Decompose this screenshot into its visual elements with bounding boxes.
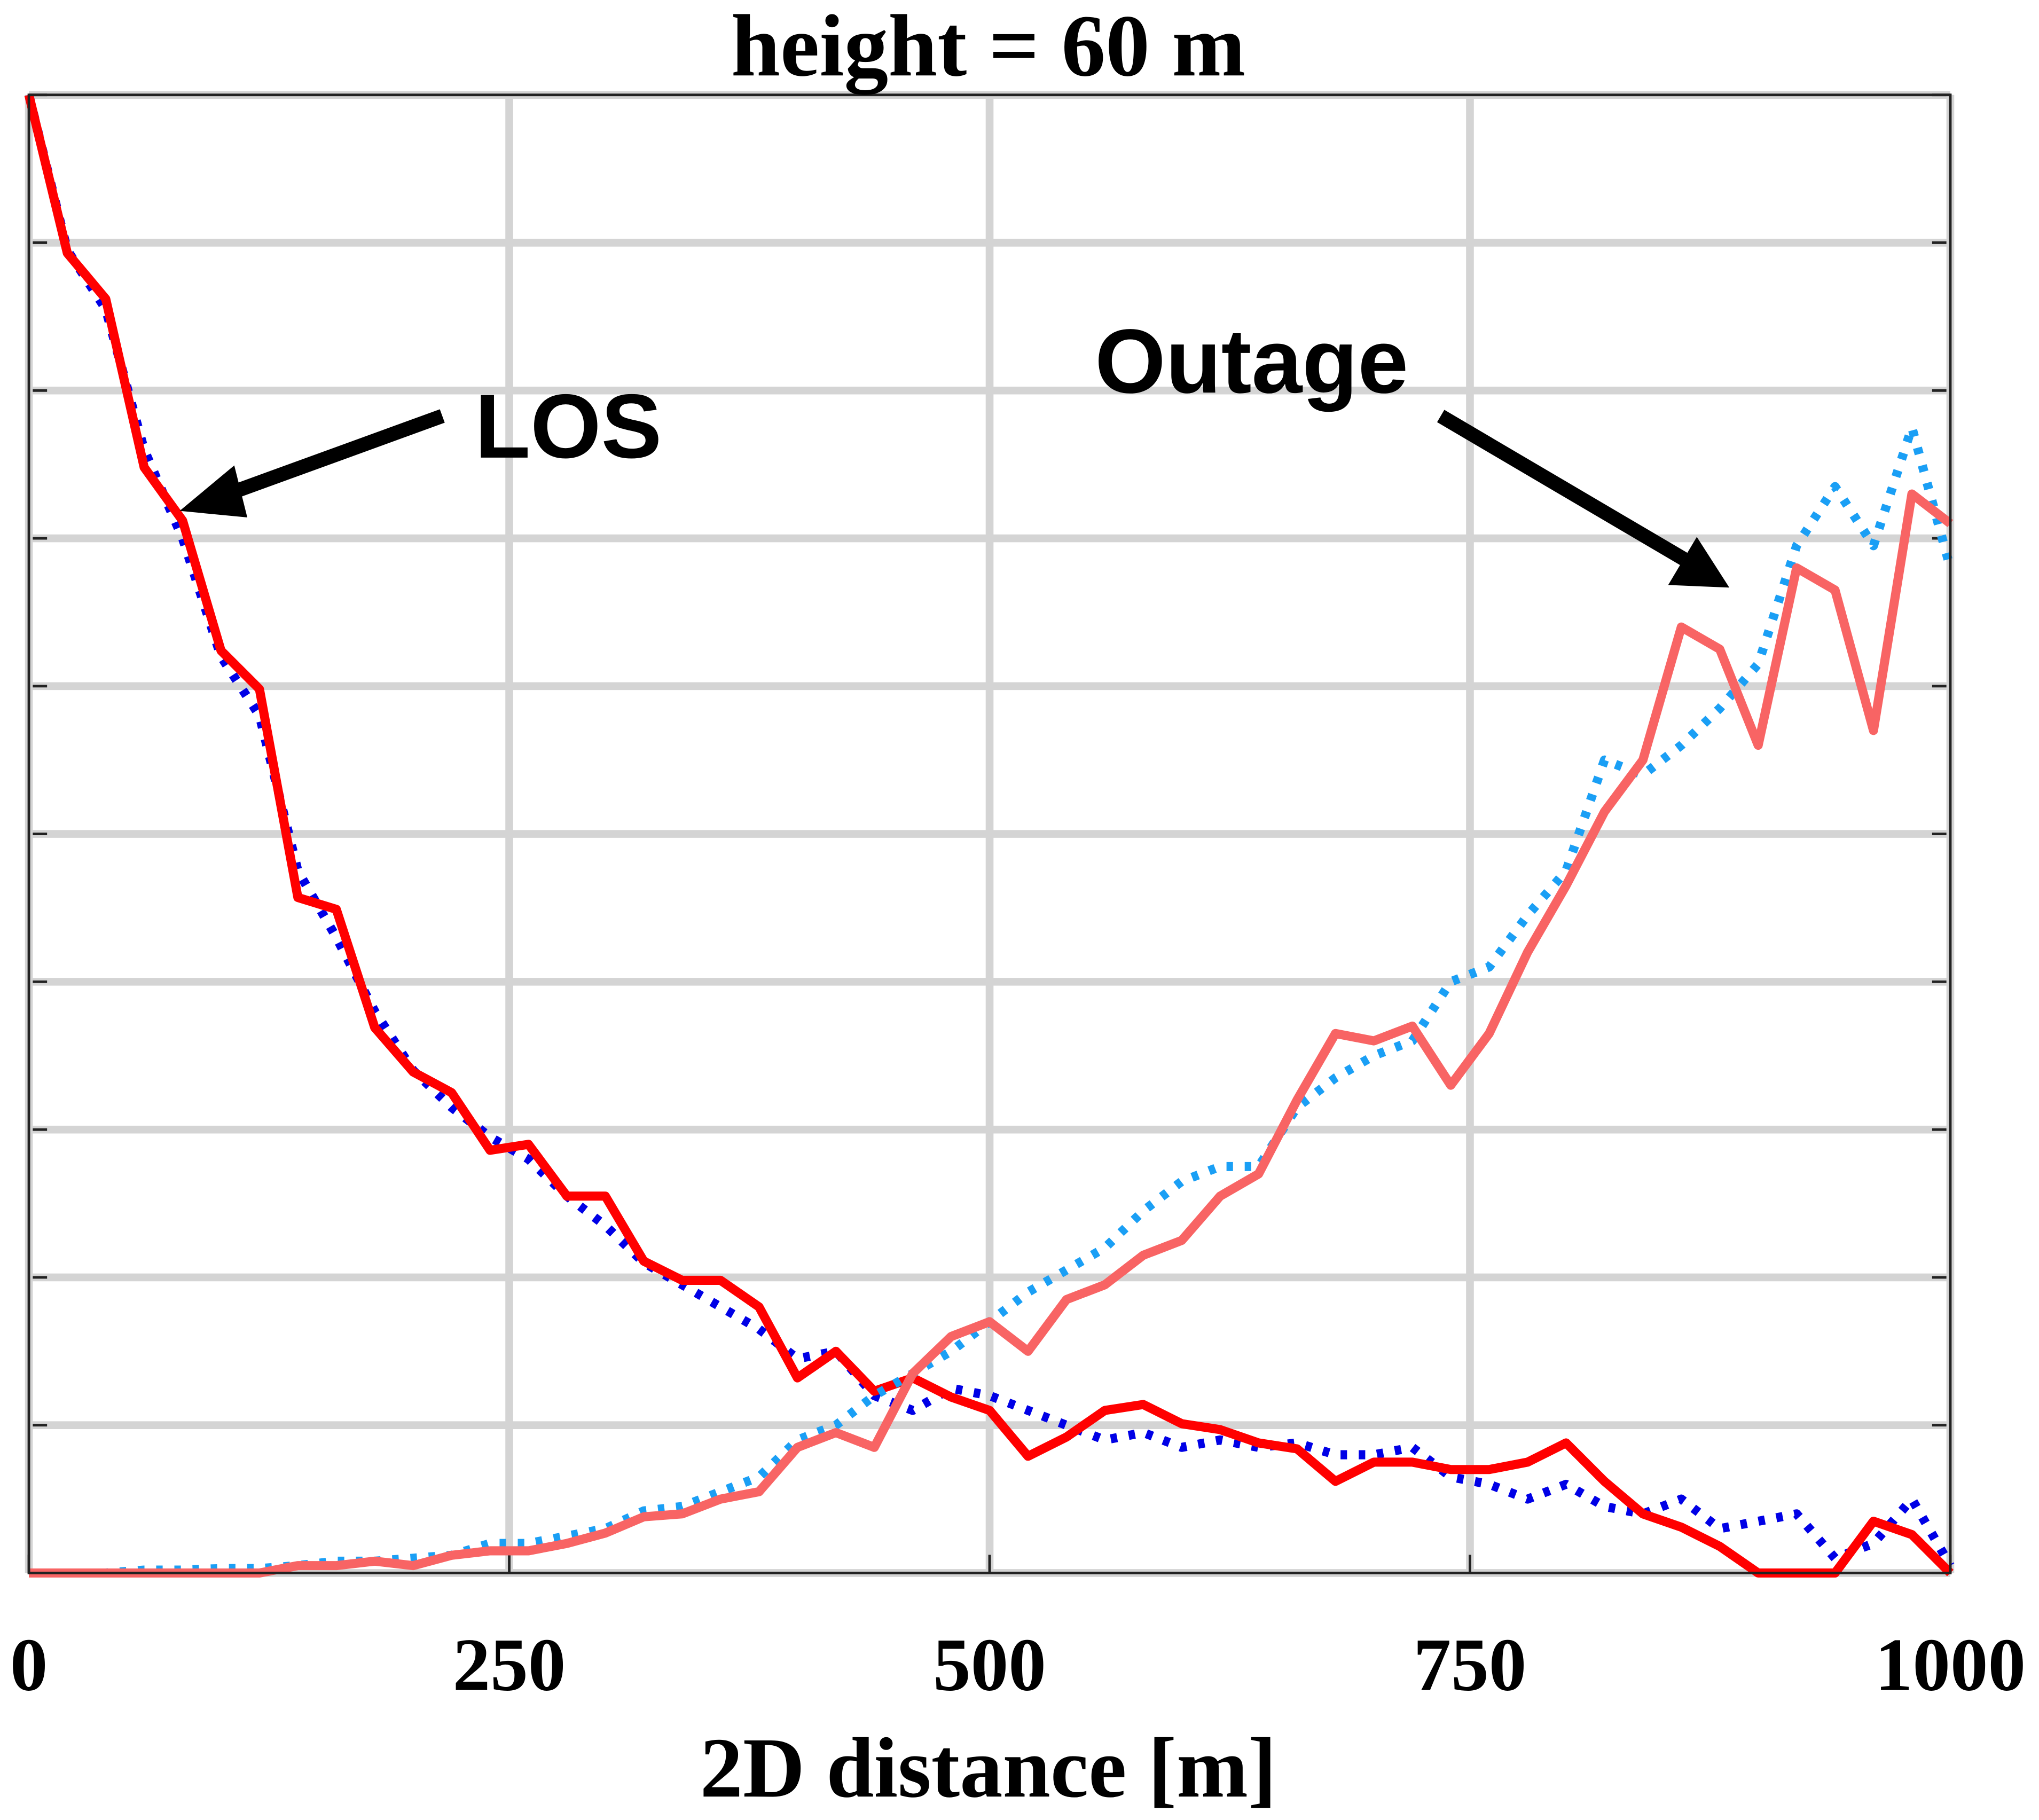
data-line xyxy=(29,489,1954,1578)
annotation: Outage xyxy=(1095,311,1408,412)
x-tick-label: 1000 xyxy=(1875,1623,2026,1707)
x-tick-label: 0 xyxy=(10,1623,48,1707)
annotation-arrow xyxy=(179,409,445,517)
chart-title: height = 60 m xyxy=(731,0,1245,95)
x-tick-label: 500 xyxy=(933,1623,1046,1707)
x-axis-label: 2D distance [m] xyxy=(700,1720,1277,1815)
annotation-arrow xyxy=(1437,410,1730,588)
x-tick-label: 750 xyxy=(1414,1623,1527,1707)
grid xyxy=(25,91,1955,1577)
annotation: LOS xyxy=(475,376,662,477)
data-line xyxy=(24,93,1954,1578)
x-tick-label: 250 xyxy=(453,1623,566,1707)
lines xyxy=(24,93,1955,1578)
plot-frame xyxy=(27,93,1952,1574)
